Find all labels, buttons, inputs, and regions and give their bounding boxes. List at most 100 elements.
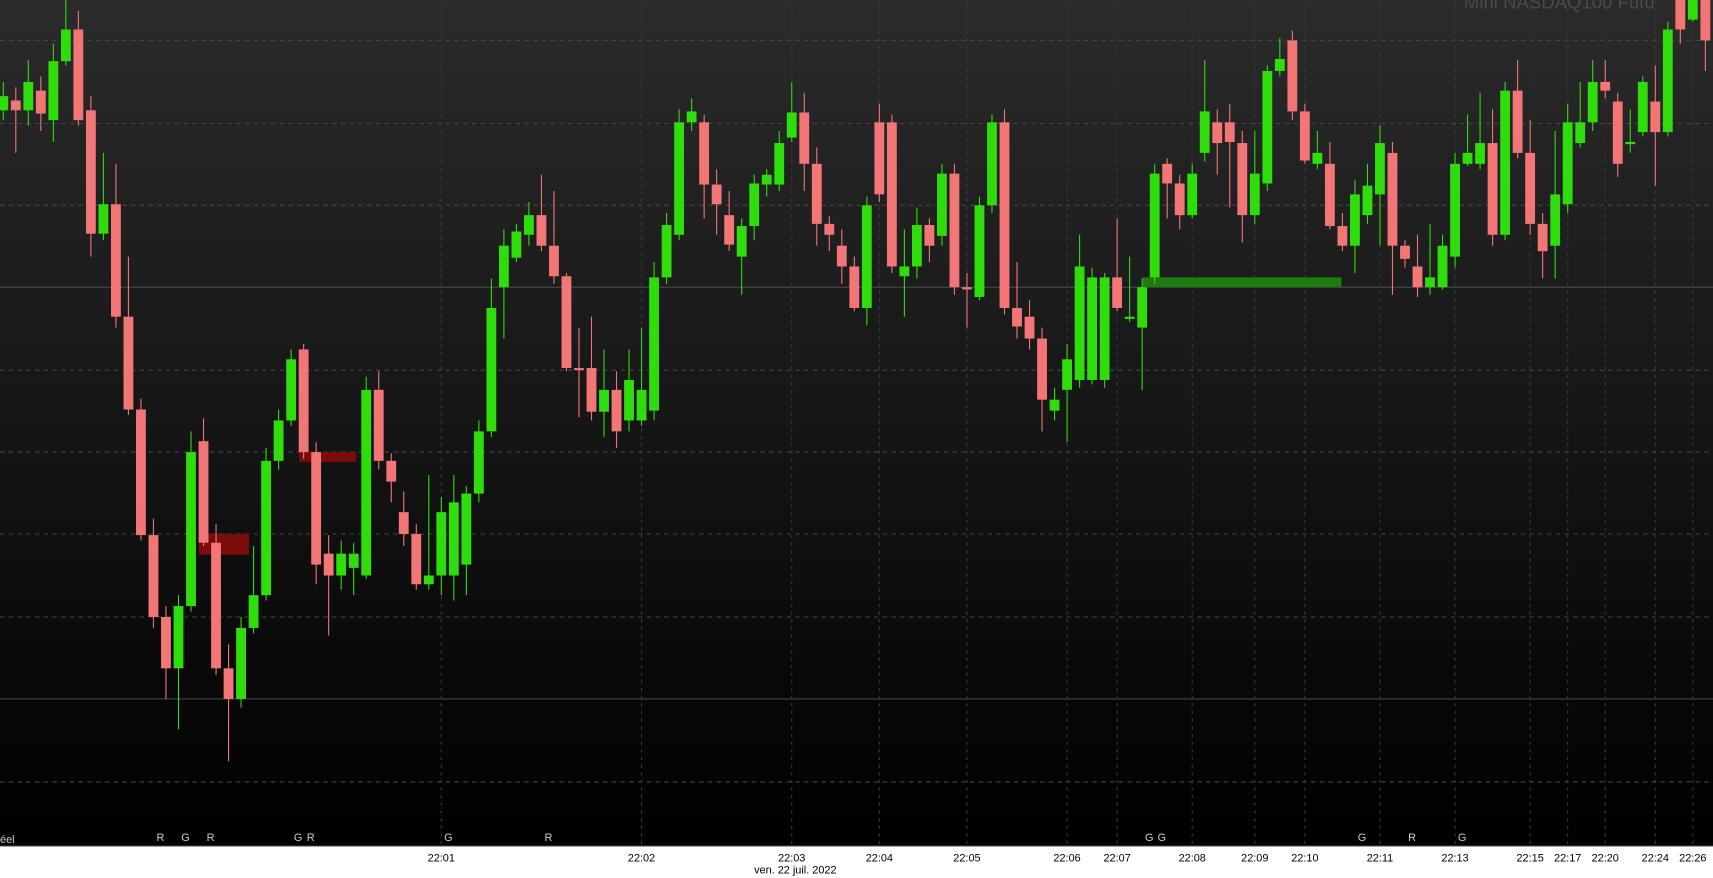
candle-body bbox=[223, 668, 234, 699]
candle-body bbox=[1299, 111, 1310, 161]
candle-body bbox=[949, 173, 960, 288]
candle-body bbox=[724, 215, 735, 245]
signal-marker: R bbox=[157, 832, 165, 844]
candle-body bbox=[999, 122, 1010, 308]
candle-body bbox=[1625, 141, 1636, 145]
candle-body bbox=[1174, 183, 1185, 216]
x-tick-label: 22:04 bbox=[866, 853, 893, 865]
candle-body bbox=[899, 266, 910, 277]
candle-body bbox=[849, 266, 860, 308]
candle-body bbox=[711, 184, 722, 205]
candle-body bbox=[987, 122, 997, 206]
candle-body bbox=[1324, 163, 1335, 227]
candle-body bbox=[799, 112, 810, 164]
signal-marker: G bbox=[1157, 832, 1165, 844]
candle-body bbox=[1162, 163, 1173, 184]
corner-label: éel bbox=[0, 834, 15, 846]
candle-body bbox=[1637, 81, 1648, 133]
candle-body bbox=[85, 110, 96, 234]
candle-body bbox=[1512, 90, 1523, 153]
candle-body bbox=[1475, 143, 1485, 164]
order-zone bbox=[1142, 277, 1342, 288]
candle-body bbox=[473, 431, 484, 494]
candle-body bbox=[586, 368, 597, 412]
candle-body bbox=[1387, 152, 1398, 246]
candle-body bbox=[1074, 266, 1085, 381]
candle-body bbox=[886, 122, 897, 267]
candle-body bbox=[536, 215, 547, 246]
candle-body bbox=[1487, 143, 1498, 235]
horizontal-grid bbox=[0, 39, 1713, 783]
candle-body bbox=[1550, 194, 1561, 246]
candle-body bbox=[98, 204, 109, 234]
candle-body bbox=[1662, 29, 1673, 133]
x-axis-background bbox=[0, 846, 1713, 878]
candle-body bbox=[298, 349, 309, 453]
candle-body bbox=[436, 512, 447, 576]
candle-body bbox=[1237, 143, 1248, 216]
candle-body bbox=[48, 61, 59, 121]
candle-body bbox=[1012, 307, 1022, 327]
x-tick-label: 22:02 bbox=[628, 853, 655, 865]
x-tick-label: 22:06 bbox=[1053, 853, 1080, 865]
candle-body bbox=[10, 100, 21, 111]
candle-body bbox=[148, 535, 159, 618]
signal-marker: G bbox=[181, 832, 189, 844]
candle-body bbox=[1537, 223, 1548, 252]
candle-body bbox=[1137, 287, 1148, 328]
candle-body bbox=[1099, 277, 1110, 381]
candle-body bbox=[1212, 122, 1223, 144]
candle-body bbox=[110, 204, 121, 317]
candle-body bbox=[136, 409, 146, 536]
candle-body bbox=[1224, 122, 1235, 142]
x-axis-label: ven. 22 juil. 2022 bbox=[754, 865, 836, 877]
candle-body bbox=[1700, 0, 1711, 41]
candle-body bbox=[23, 81, 34, 111]
candle-body bbox=[1375, 143, 1385, 195]
candle-body bbox=[261, 460, 272, 596]
candle-body bbox=[198, 441, 209, 543]
candle-body bbox=[774, 143, 785, 185]
candle-body bbox=[73, 29, 84, 121]
candle-body bbox=[549, 245, 559, 277]
candle-body bbox=[323, 553, 334, 576]
signal-marker: R bbox=[545, 832, 553, 844]
candle-body bbox=[361, 389, 372, 576]
signal-marker: G bbox=[294, 832, 302, 844]
x-tick-label: 22:08 bbox=[1179, 853, 1206, 865]
candle-body bbox=[962, 287, 972, 290]
candle-body bbox=[1600, 81, 1611, 91]
candle-body bbox=[1462, 152, 1473, 164]
candle-body bbox=[1562, 122, 1573, 205]
candle-body bbox=[248, 595, 259, 628]
candle-body bbox=[123, 316, 134, 410]
candle-body bbox=[524, 215, 534, 235]
candle-body bbox=[348, 553, 359, 568]
candle-body bbox=[749, 183, 760, 227]
candle-body bbox=[1400, 245, 1410, 259]
signal-marker: G bbox=[444, 832, 452, 844]
x-tick-label: 22:10 bbox=[1291, 853, 1318, 865]
candle-body bbox=[211, 542, 221, 669]
candle-body bbox=[1124, 316, 1135, 319]
candles bbox=[0, 0, 1711, 762]
candle-body bbox=[35, 90, 46, 114]
vertical-grid bbox=[440, 0, 1694, 847]
signal-marker: R bbox=[1408, 832, 1416, 844]
candle-body bbox=[1675, 0, 1686, 30]
x-tick-label: 22:01 bbox=[428, 853, 455, 865]
candle-body bbox=[824, 223, 835, 235]
candle-body bbox=[1650, 101, 1661, 133]
candle-body bbox=[699, 122, 710, 185]
candle-body bbox=[761, 174, 772, 185]
candle-body bbox=[1575, 122, 1586, 144]
candle-body bbox=[1149, 173, 1160, 278]
candle-body bbox=[1024, 316, 1035, 339]
candle-body bbox=[286, 359, 297, 421]
candle-body bbox=[486, 307, 497, 432]
candle-body bbox=[386, 460, 397, 482]
candle-body bbox=[874, 122, 885, 195]
candle-body bbox=[974, 205, 985, 298]
x-tick-label: 22:03 bbox=[778, 853, 805, 865]
